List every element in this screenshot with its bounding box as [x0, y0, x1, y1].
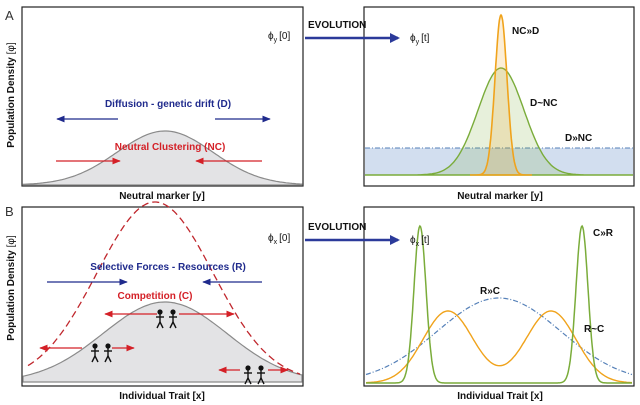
y-axis-label-b: Population Density [φ]: [6, 235, 17, 341]
panel-a-right-frame: [363, 6, 635, 187]
panel-label-a: A: [5, 8, 14, 23]
nc-d-label: NC»D: [512, 26, 539, 37]
phi-y-end-sub: y: [416, 39, 420, 46]
phi-x-start-arg: [0]: [279, 233, 290, 244]
phi-y-start: ϕy [0]: [268, 31, 290, 44]
y-axis-label-b-phi: [φ]: [6, 235, 17, 247]
figure-limb: [156, 321, 161, 329]
figure-limb: [107, 355, 112, 363]
c-r-curve: [366, 224, 632, 384]
neutral-distribution-curve: [22, 130, 303, 186]
panel-a-right-x-label: Neutral marker [y]: [457, 191, 543, 202]
figure-head: [105, 343, 111, 349]
phi-x-end-symbol: ϕ: [410, 235, 416, 246]
phi-x-start-symbol: ϕ: [268, 233, 274, 244]
phi-x-start: ϕx [0]: [268, 233, 290, 246]
y-axis-label-a: Population Density [φ]: [6, 42, 17, 148]
r-c-curve: [365, 297, 633, 376]
individual-figure: [169, 309, 177, 329]
diffusion-label: Diffusion - genetic drift (D): [105, 99, 231, 110]
y-axis-label-b-text: Population Density: [6, 250, 17, 341]
individual-figure: [91, 343, 99, 363]
nc-d-curve: [470, 13, 532, 176]
individual-figure: [156, 309, 164, 329]
figure-limb: [104, 355, 109, 363]
uniform-distribution-area: [365, 148, 633, 175]
figure-limb: [260, 377, 265, 385]
figure-limb: [169, 321, 174, 329]
r-c-label: R»C: [480, 286, 500, 297]
figure-limb: [247, 377, 252, 385]
c-r-label: C»R: [593, 228, 614, 239]
figure-limb: [172, 321, 177, 329]
figure-head: [157, 309, 163, 315]
panel-b-right-x-label: Individual Trait [x]: [457, 391, 543, 402]
panel-b-right-frame: [363, 206, 635, 387]
figure-head: [92, 343, 98, 349]
phi-y-start-sub: y: [274, 37, 278, 44]
individual-figure: [104, 343, 112, 363]
r-c-sim-curve: [365, 310, 632, 384]
evolution-label-a: EVOLUTION: [308, 20, 366, 31]
competition-label: Competition (C): [118, 291, 193, 302]
d-nc-sim-label: D~NC: [530, 98, 558, 109]
individual-figure: [244, 365, 252, 385]
phi-y-start-symbol: ϕ: [268, 31, 274, 42]
neutral-clustering-label: Neutral Clustering (NC): [115, 142, 226, 153]
panel-b-left-frame: [21, 206, 304, 387]
phi-y-end-arg: [t]: [421, 33, 430, 44]
panel-label-b: B: [5, 204, 14, 219]
figure-limb: [91, 355, 96, 363]
d-nc-label: D»NC: [565, 133, 592, 144]
panel-b-left-x-label: Individual Trait [x]: [119, 391, 205, 402]
individual-figure: [257, 365, 265, 385]
phi-x-end-sub: x: [416, 241, 420, 248]
phi-x-end: ϕx [t]: [410, 235, 430, 248]
panel-a-left-frame: [21, 6, 304, 187]
phi-y-end: ϕy [t]: [410, 33, 430, 46]
panel-a-left-x-label: Neutral marker [y]: [119, 191, 205, 202]
figure-limb: [159, 321, 164, 329]
figure-limb: [257, 377, 262, 385]
phi-x-end-arg: [t]: [421, 235, 430, 246]
evolution-label-b: EVOLUTION: [308, 222, 366, 233]
figure-limb: [94, 355, 99, 363]
figure-head: [170, 309, 176, 315]
phi-y-start-arg: [0]: [279, 31, 290, 42]
figure-limb: [244, 377, 249, 385]
resource-distribution-curve: [27, 201, 301, 375]
d-nc-sim-curve: [365, 67, 633, 176]
figure-head: [245, 365, 251, 371]
y-axis-label-a-phi: [φ]: [6, 42, 17, 54]
selective-forces-label: Selective Forces - Resources (R): [90, 262, 246, 273]
phi-y-end-symbol: ϕ: [410, 33, 416, 44]
individuals-group: [91, 309, 265, 385]
r-c-sim-label: R~C: [584, 324, 604, 335]
y-axis-label-a-text: Population Density: [6, 57, 17, 148]
phi-x-start-sub: x: [274, 239, 278, 246]
figure-head: [258, 365, 264, 371]
